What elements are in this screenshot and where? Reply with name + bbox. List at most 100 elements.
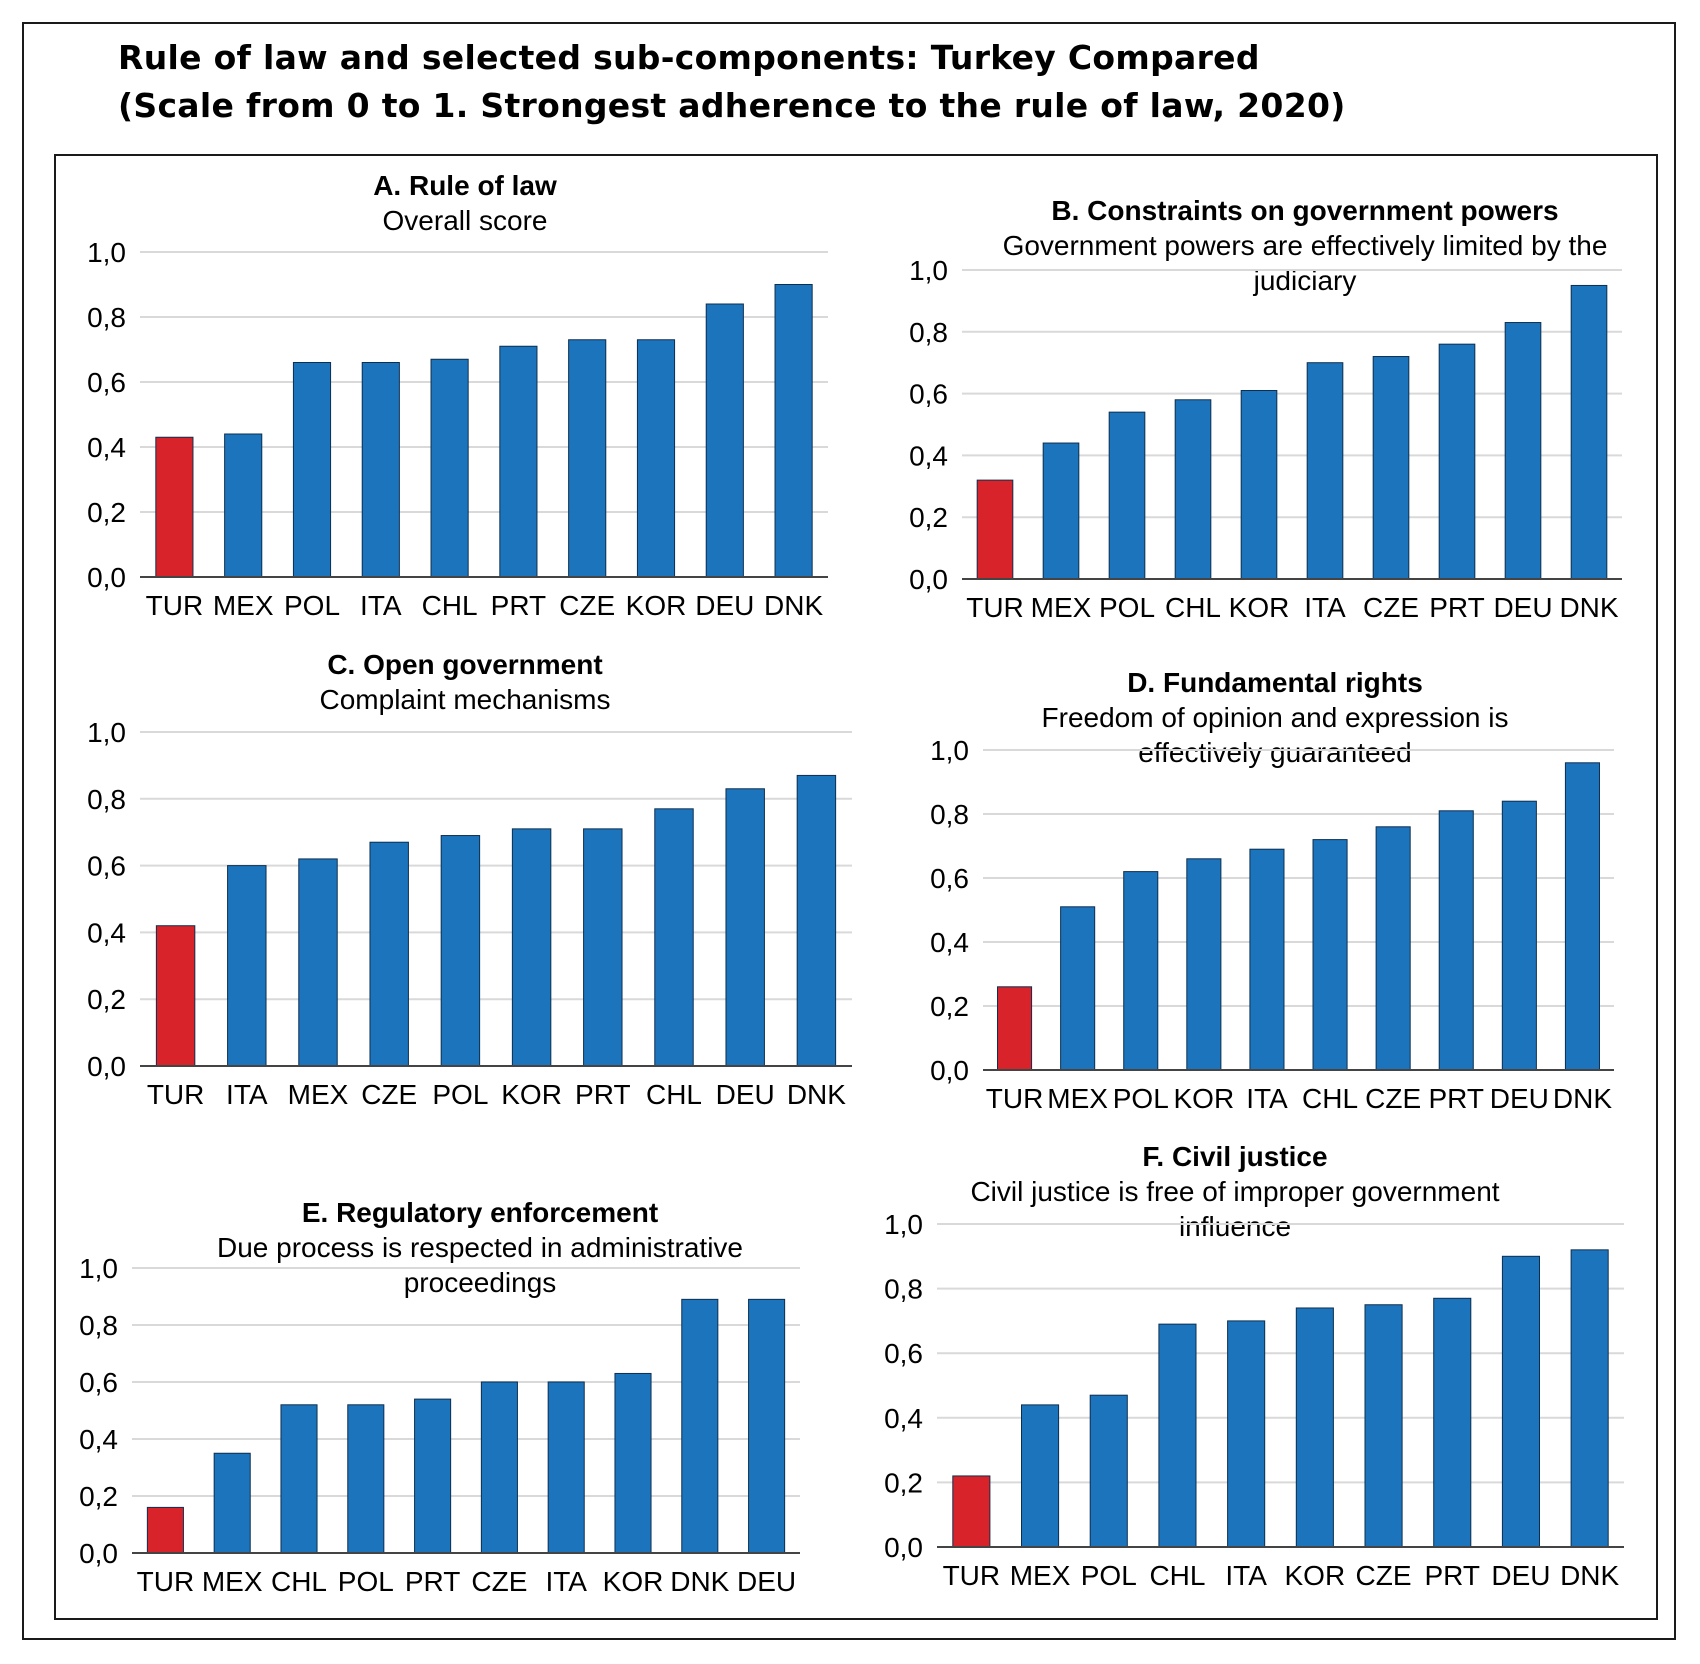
panel-e-y-tick-label: 0,0 [79, 1538, 118, 1569]
panel-a-y-tick-label: 0,4 [87, 432, 126, 463]
panel-a-x-tick-label: CZE [559, 590, 615, 621]
panel-c-y-tick-label: 0,2 [87, 984, 126, 1015]
panel-e-bar-kor [614, 1372, 652, 1554]
panel-b-y-tick-label: 0,2 [909, 502, 948, 533]
panel-d-y-tick-label: 0,4 [930, 927, 969, 958]
panel-d-bar-cze [1375, 826, 1411, 1071]
panel-e-bar-pol [347, 1404, 385, 1554]
panel-d-y-tick-label: 0,2 [930, 991, 969, 1022]
panel-d-x-tick-label: TUR [986, 1083, 1044, 1114]
panel-f-subtitle: Civil justice is free of improper govern… [970, 1176, 1500, 1242]
panel-c-heading: C. Open government Complaint mechanisms [160, 647, 770, 717]
panel-b-x-tick-label: DNK [1559, 592, 1618, 623]
panel-e-x-tick-label: DEU [737, 1566, 796, 1597]
panel-b-x-tick-label: TUR [966, 592, 1024, 623]
panel-f-bar-cze [1364, 1304, 1403, 1548]
panel-c-x-tick-label: MEX [288, 1079, 349, 1110]
panel-d-bar-dnk [1564, 762, 1600, 1071]
panel-e-x-tick-label: PRT [405, 1566, 461, 1597]
panel-a-bar-ita [361, 362, 400, 578]
panel-f-title: F. Civil justice [1142, 1141, 1328, 1172]
panel-f-x-tick-label: CZE [1356, 1560, 1412, 1591]
panel-e-y-tick-label: 0,8 [79, 1310, 118, 1341]
panel-c-x-tick-label: DEU [716, 1079, 775, 1110]
panel-a-y-tick-label: 0,8 [87, 302, 126, 333]
panel-a-y-tick-label: 1,0 [87, 237, 126, 268]
panel-c-subtitle: Complaint mechanisms [319, 684, 611, 715]
panel-e-y-tick-label: 0,6 [79, 1367, 118, 1398]
panel-d-y-tick-label: 0,0 [930, 1055, 969, 1086]
panel-a-x-tick-label: KOR [626, 590, 687, 621]
panel-e-x-tick-label: DNK [670, 1566, 729, 1597]
panel-b-x-tick-label: MEX [1031, 592, 1092, 623]
panel-b-bar-deu [1504, 322, 1542, 580]
panel-b-bar-tur [976, 479, 1014, 580]
panel-a-heading: A. Rule of law Overall score [155, 168, 775, 238]
panel-c-x-tick-label: POL [432, 1079, 488, 1110]
panel-b-title: B. Constraints on government powers [1051, 195, 1559, 226]
panel-e-bar-prt [414, 1398, 452, 1554]
panel-d-x-tick-label: CHL [1302, 1083, 1358, 1114]
panel-c-y-tick-label: 0,6 [87, 851, 126, 882]
panel-b-bar-ita [1306, 362, 1344, 580]
panel-f-y-tick-label: 1,0 [884, 1209, 923, 1240]
panel-a-x-tick-label: CHL [422, 590, 478, 621]
panel-f-y-tick-label: 0,0 [884, 1532, 923, 1563]
panel-e-x-tick-label: POL [338, 1566, 394, 1597]
panel-a-x-tick-label: PRT [491, 590, 547, 621]
panel-f-bar-deu [1501, 1255, 1540, 1548]
panel-c-x-tick-label: CZE [361, 1079, 417, 1110]
panel-e-x-tick-label: MEX [202, 1566, 263, 1597]
panel-f-x-tick-label: MEX [1010, 1560, 1071, 1591]
panel-d-x-tick-label: DEU [1490, 1083, 1549, 1114]
panel-f-bar-kor [1295, 1307, 1334, 1548]
panel-c-y-tick-label: 0,4 [87, 917, 126, 948]
panel-c-title: C. Open government [327, 649, 603, 680]
figure-title-line-1: Rule of law and selected sub-components:… [118, 38, 1260, 77]
panel-c-x-tick-label: PRT [575, 1079, 631, 1110]
panel-c-x-tick-label: KOR [501, 1079, 562, 1110]
panel-f-bar-tur [952, 1475, 991, 1548]
panel-e-bar-chl [280, 1404, 318, 1554]
panel-a-y-tick-label: 0,6 [87, 367, 126, 398]
panel-a-bar-dnk [774, 284, 813, 578]
panel-a-x-tick-label: MEX [213, 590, 274, 621]
panel-c-x-tick-label: DNK [787, 1079, 846, 1110]
panel-b-y-tick-label: 1,0 [909, 255, 948, 286]
panel-a-x-tick-label: DNK [764, 590, 823, 621]
panel-d-bar-prt [1438, 810, 1474, 1071]
panel-c-bar-chl [654, 808, 694, 1067]
panel-b-bar-cze [1372, 356, 1410, 580]
panel-f-bar-pol [1089, 1394, 1128, 1548]
panel-a-bar-deu [705, 303, 744, 578]
panel-b-x-tick-label: PRT [1429, 592, 1485, 623]
panel-c-bar-deu [725, 788, 765, 1067]
panel-e-y-tick-label: 0,4 [79, 1424, 118, 1455]
figure-frame [22, 22, 1676, 1640]
panel-c-bar-mex [298, 858, 338, 1067]
panel-b-bar-pol [1108, 411, 1146, 580]
panel-b-x-tick-label: ITA [1304, 592, 1346, 623]
panel-a-x-tick-label: TUR [146, 590, 204, 621]
panel-e-x-tick-label: TUR [137, 1566, 195, 1597]
panel-c-y-tick-label: 1,0 [87, 717, 126, 748]
panel-a-x-tick-label: ITA [360, 590, 402, 621]
panel-e-bar-tur [146, 1506, 184, 1554]
panel-e-heading: E. Regulatory enforcement Due process is… [180, 1195, 780, 1300]
panel-d-x-tick-label: CZE [1365, 1083, 1421, 1114]
panel-d-y-tick-label: 1,0 [930, 735, 969, 766]
panel-d-title: D. Fundamental rights [1127, 667, 1423, 698]
panel-a-y-tick-label: 0,2 [87, 497, 126, 528]
panel-b-bar-dnk [1570, 284, 1608, 580]
panel-a-bar-kor [636, 339, 676, 578]
panel-d-x-tick-label: PRT [1429, 1083, 1485, 1114]
panel-a-bar-cze [568, 339, 607, 578]
panel-b-x-tick-label: KOR [1229, 592, 1290, 623]
panel-a-bar-chl [430, 358, 469, 578]
panel-f-x-tick-label: CHL [1149, 1560, 1205, 1591]
panel-a-bar-prt [499, 345, 538, 578]
